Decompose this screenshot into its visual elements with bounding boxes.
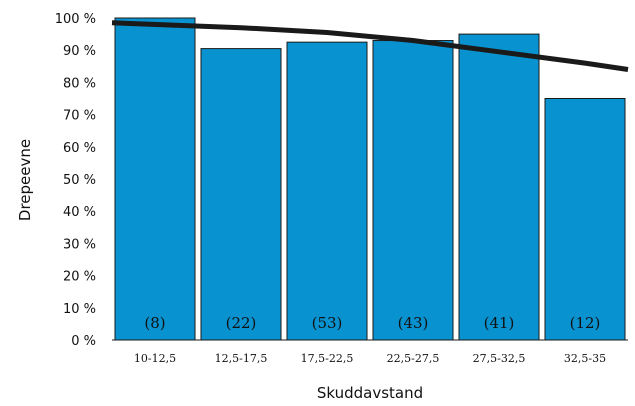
bar-17,5-22,5 <box>286 41 368 341</box>
category-label: 10-12,5 <box>134 352 176 365</box>
count-label: (43) <box>398 314 429 332</box>
trend-line <box>111 20 629 72</box>
y-tick-label: 0 % <box>71 334 96 349</box>
count-label: (22) <box>226 314 257 332</box>
y-axis-title: Drepeevne <box>16 139 34 221</box>
y-tick-label: 60 % <box>63 141 96 156</box>
count-label: (12) <box>570 314 601 332</box>
y-tick-label: 80 % <box>63 76 96 91</box>
y-tick-label: 100 % <box>55 12 96 27</box>
category-labels: 10-12,5 12,5-17,5 17,5-22,5 22,5-27,5 27,5-3… <box>134 352 606 365</box>
category-label: 17,5-22,5 <box>301 352 354 365</box>
y-tick-label: 90 % <box>63 44 96 59</box>
category-label: 12,5-17,5 <box>215 352 268 365</box>
y-tick-label: 40 % <box>63 205 96 220</box>
count-label: (41) <box>484 314 515 332</box>
category-label: 22,5-27,5 <box>387 352 440 365</box>
bar-12,5-17,5 <box>200 48 282 341</box>
category-label: 27,5-32,5 <box>473 352 526 365</box>
count-label: (8) <box>144 314 165 332</box>
y-tick-label: 50 % <box>63 173 96 188</box>
y-tick-label: 10 % <box>63 302 96 317</box>
category-label: 32,5-35 <box>564 352 606 365</box>
bar-10-12,5 <box>114 17 196 341</box>
bar-32,5-35 <box>544 98 626 341</box>
y-axis-ticks: 0 % 10 % 20 % 30 % 40 % 50 % 60 % 70 % 80 % 90 % 1… <box>55 12 96 349</box>
y-tick-label: 30 % <box>63 237 96 252</box>
bars <box>114 17 626 341</box>
bar-22,5-27,5 <box>372 40 454 341</box>
y-tick-label: 70 % <box>63 109 96 124</box>
count-labels: (8) (22) (53) (43) (41) (12) <box>144 314 600 332</box>
y-tick-label: 20 % <box>63 270 96 285</box>
x-axis-title: Skuddavstand <box>317 384 423 402</box>
bar-27,5-32,5 <box>458 33 540 341</box>
count-label: (53) <box>312 314 343 332</box>
